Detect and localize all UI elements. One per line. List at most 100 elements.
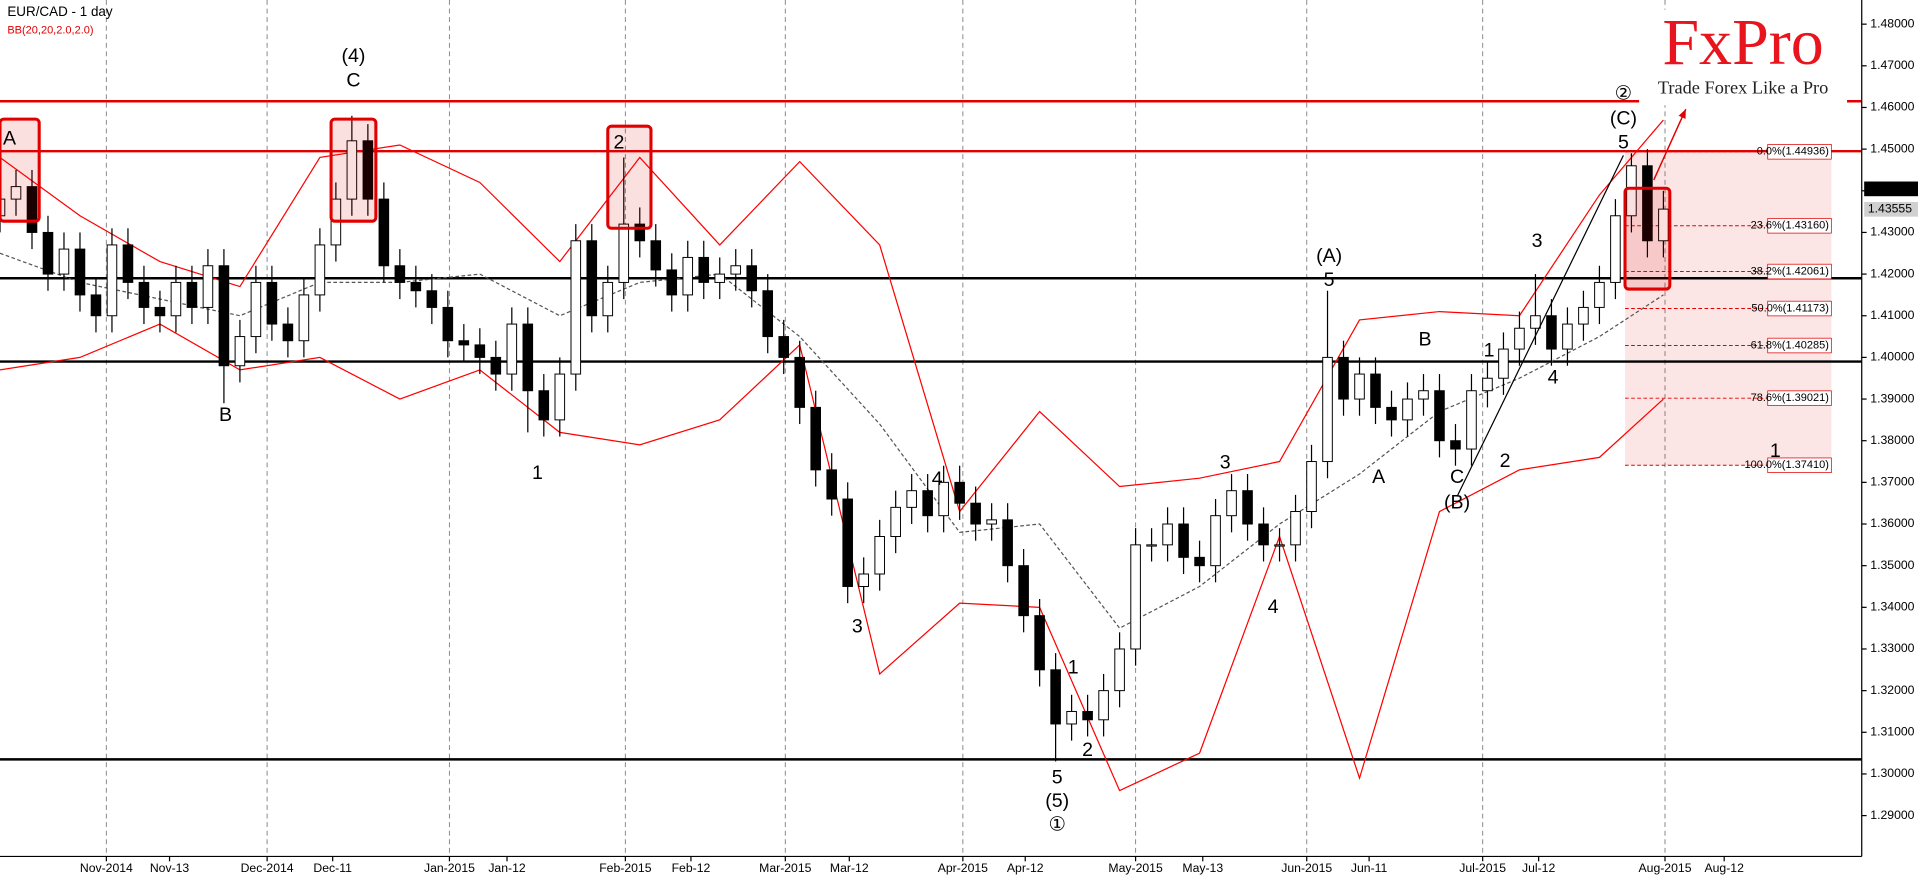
fib-label-box xyxy=(1767,457,1832,473)
bollinger-upper xyxy=(0,119,1664,513)
price-tag xyxy=(1864,201,1918,217)
candle-body xyxy=(186,281,198,308)
candle-body xyxy=(602,281,614,317)
x-tick-label: Jun-11 xyxy=(1351,861,1388,875)
candle-body xyxy=(1546,315,1557,350)
y-tick-label: 1.34000 xyxy=(1870,600,1914,614)
wave-label: 3 xyxy=(1220,451,1231,473)
highlight-box xyxy=(329,117,378,223)
candle-body xyxy=(650,240,662,271)
fib-label-box xyxy=(1767,300,1832,317)
wave-label: (5) xyxy=(1045,790,1069,812)
candle-body xyxy=(1530,315,1541,329)
candle-body xyxy=(698,256,710,283)
x-tick-label: Nov-2014 xyxy=(80,861,133,875)
wave-label: B xyxy=(219,404,232,426)
x-tick-label: Jan-2015 xyxy=(424,861,475,875)
candle-body xyxy=(282,323,294,342)
fib-label: 61.8%(1.40285) xyxy=(1751,339,1829,351)
wave-label: 1 xyxy=(532,462,543,484)
candle-body xyxy=(682,256,694,296)
candle-body xyxy=(202,265,214,308)
time-axis-panel xyxy=(0,856,1918,876)
candle-body xyxy=(42,231,54,275)
trend-line xyxy=(1456,155,1624,497)
candle-body xyxy=(842,498,853,587)
candle-body xyxy=(1306,461,1317,513)
wave-label: (B) xyxy=(1444,491,1470,513)
candle-body xyxy=(1194,556,1205,567)
candle-body xyxy=(1210,515,1221,567)
wave-label: C xyxy=(346,69,360,91)
candle-body xyxy=(1034,615,1045,671)
fib-label-box xyxy=(1767,337,1832,354)
wave-label: 2 xyxy=(1082,739,1093,761)
candle-body xyxy=(986,519,997,525)
wave-label: C xyxy=(1450,466,1464,488)
y-tick-label: 1.33000 xyxy=(1870,641,1914,655)
fib-label: 38.2%(1.42061) xyxy=(1751,265,1829,277)
wave-label: 1 xyxy=(1770,440,1781,462)
arrow-line xyxy=(1653,108,1687,181)
bollinger-middle xyxy=(0,252,1664,629)
fib-label: 78.6%(1.39021) xyxy=(1751,392,1829,404)
x-tick-label: Jul-2015 xyxy=(1459,861,1506,875)
candle-body xyxy=(1482,377,1493,392)
fib-label: 23.6%(1.43160) xyxy=(1751,220,1829,232)
candle-body xyxy=(234,336,246,367)
candle-body xyxy=(1274,544,1285,547)
candle-body xyxy=(858,573,869,587)
candle-body xyxy=(570,240,582,375)
candle-body xyxy=(1418,390,1429,400)
price-axis-panel xyxy=(1861,0,1918,876)
wave-label: 1 xyxy=(1484,339,1495,361)
candle-body xyxy=(1562,323,1573,350)
candle-body xyxy=(874,536,885,575)
candle-body xyxy=(1226,490,1237,517)
highlight-box xyxy=(606,124,653,230)
candle-body xyxy=(1162,523,1173,546)
candle-body xyxy=(730,265,742,275)
candle-body xyxy=(506,323,518,375)
candle-body xyxy=(426,290,438,308)
logo-background xyxy=(1639,9,1848,106)
x-tick-label: Feb-12 xyxy=(672,861,711,875)
x-tick-label: Jan-12 xyxy=(488,861,526,875)
candle-body xyxy=(250,281,262,338)
x-tick-label: Aug-12 xyxy=(1704,861,1744,875)
wave-label: 3 xyxy=(852,615,863,637)
candle-body xyxy=(1594,281,1605,308)
candle-body xyxy=(922,490,933,517)
candle-body xyxy=(1050,669,1061,725)
candle-body xyxy=(1402,398,1413,421)
x-tick-label: May-2015 xyxy=(1108,861,1163,875)
y-tick-label: 1.46000 xyxy=(1870,100,1914,114)
candle-body xyxy=(586,240,598,317)
candle-body xyxy=(1242,490,1253,525)
y-tick-label: 1.30000 xyxy=(1870,766,1914,780)
y-tick-label: 1.39000 xyxy=(1870,391,1914,405)
candle-body xyxy=(154,306,166,317)
wave-label: 3 xyxy=(1532,230,1543,252)
candle-body xyxy=(298,294,310,342)
x-tick-label: Jul-12 xyxy=(1522,861,1555,875)
wave-label: 5 xyxy=(1052,766,1063,788)
candle-body xyxy=(170,281,182,317)
candle-body xyxy=(90,294,102,317)
fib-label-box xyxy=(1767,263,1832,280)
candle-body xyxy=(522,323,534,392)
y-tick-label: 1.43000 xyxy=(1870,225,1914,239)
candle-body xyxy=(1466,390,1477,450)
candle-body xyxy=(1258,523,1269,546)
y-tick-label: 1.32000 xyxy=(1870,683,1914,697)
fib-label-box xyxy=(1767,144,1832,160)
x-tick-label: Apr-12 xyxy=(1007,861,1044,875)
candle-body xyxy=(0,198,6,217)
fib-label: 100.0%(1.37410) xyxy=(1744,459,1828,471)
candle-body xyxy=(1434,390,1445,442)
wave-label: A xyxy=(3,128,17,150)
y-tick-label: 1.31000 xyxy=(1870,725,1914,739)
candle-body xyxy=(970,502,981,525)
